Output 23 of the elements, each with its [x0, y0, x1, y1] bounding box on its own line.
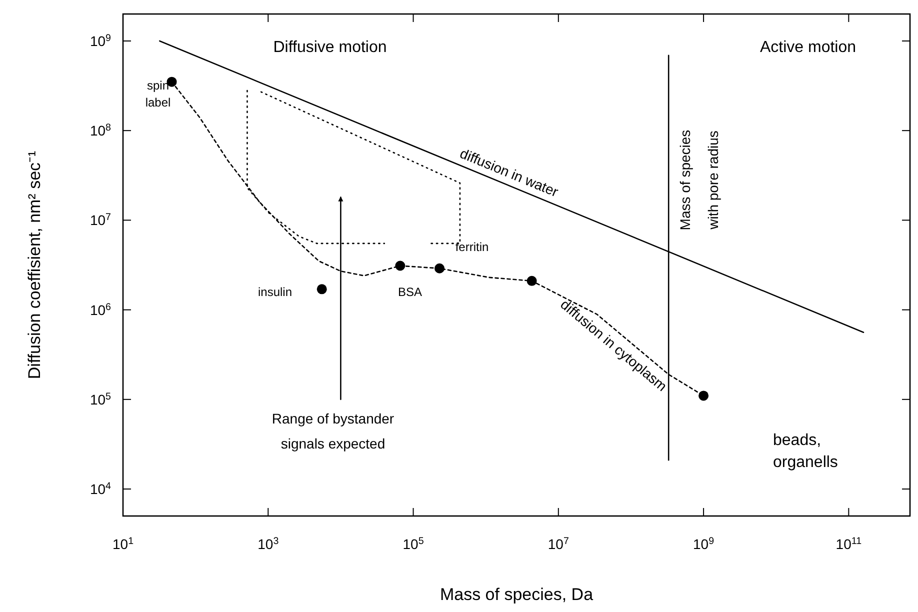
annotation: BSA: [398, 285, 422, 300]
y-tick-label: 10$^{8}$: [90, 122, 112, 139]
x-axis-title: Mass of species, Da: [440, 585, 594, 604]
y-axis-title: Diffusion coeffisient, nm² sec⁻¹: [25, 150, 44, 380]
annotation: beads, organells: [773, 432, 838, 472]
x-tick-label: 10$^{3}$: [258, 536, 280, 552]
x-tick-label: 10$^{1}$: [112, 536, 134, 552]
annotation: spin label: [145, 78, 171, 110]
y-tick-label: 10$^{9}$: [90, 32, 111, 49]
annotation: insulin: [258, 285, 292, 300]
x-tick-label: 10$^{9}$: [693, 536, 714, 552]
annotation: Active motion: [760, 39, 856, 56]
y-tick-label: 10$^{5}$: [90, 390, 112, 408]
x-tick-label: 10$^{5}$: [402, 536, 424, 552]
annotation: Range of bystander signals expected: [272, 410, 394, 452]
y-tick-label: 10$^{4}$: [90, 480, 112, 498]
x-tick-label: 10$^{7}$: [548, 536, 569, 552]
annotation: ferritin: [455, 240, 489, 254]
y-tick-label: 10$^{6}$: [90, 301, 112, 318]
x-tick-label: 10$^{11}$: [836, 536, 862, 552]
annotation: Diffusive motion: [273, 39, 387, 56]
y-tick-label: 10$^{7}$: [90, 212, 111, 228]
annotation: Mass of species with pore radius: [676, 130, 721, 230]
